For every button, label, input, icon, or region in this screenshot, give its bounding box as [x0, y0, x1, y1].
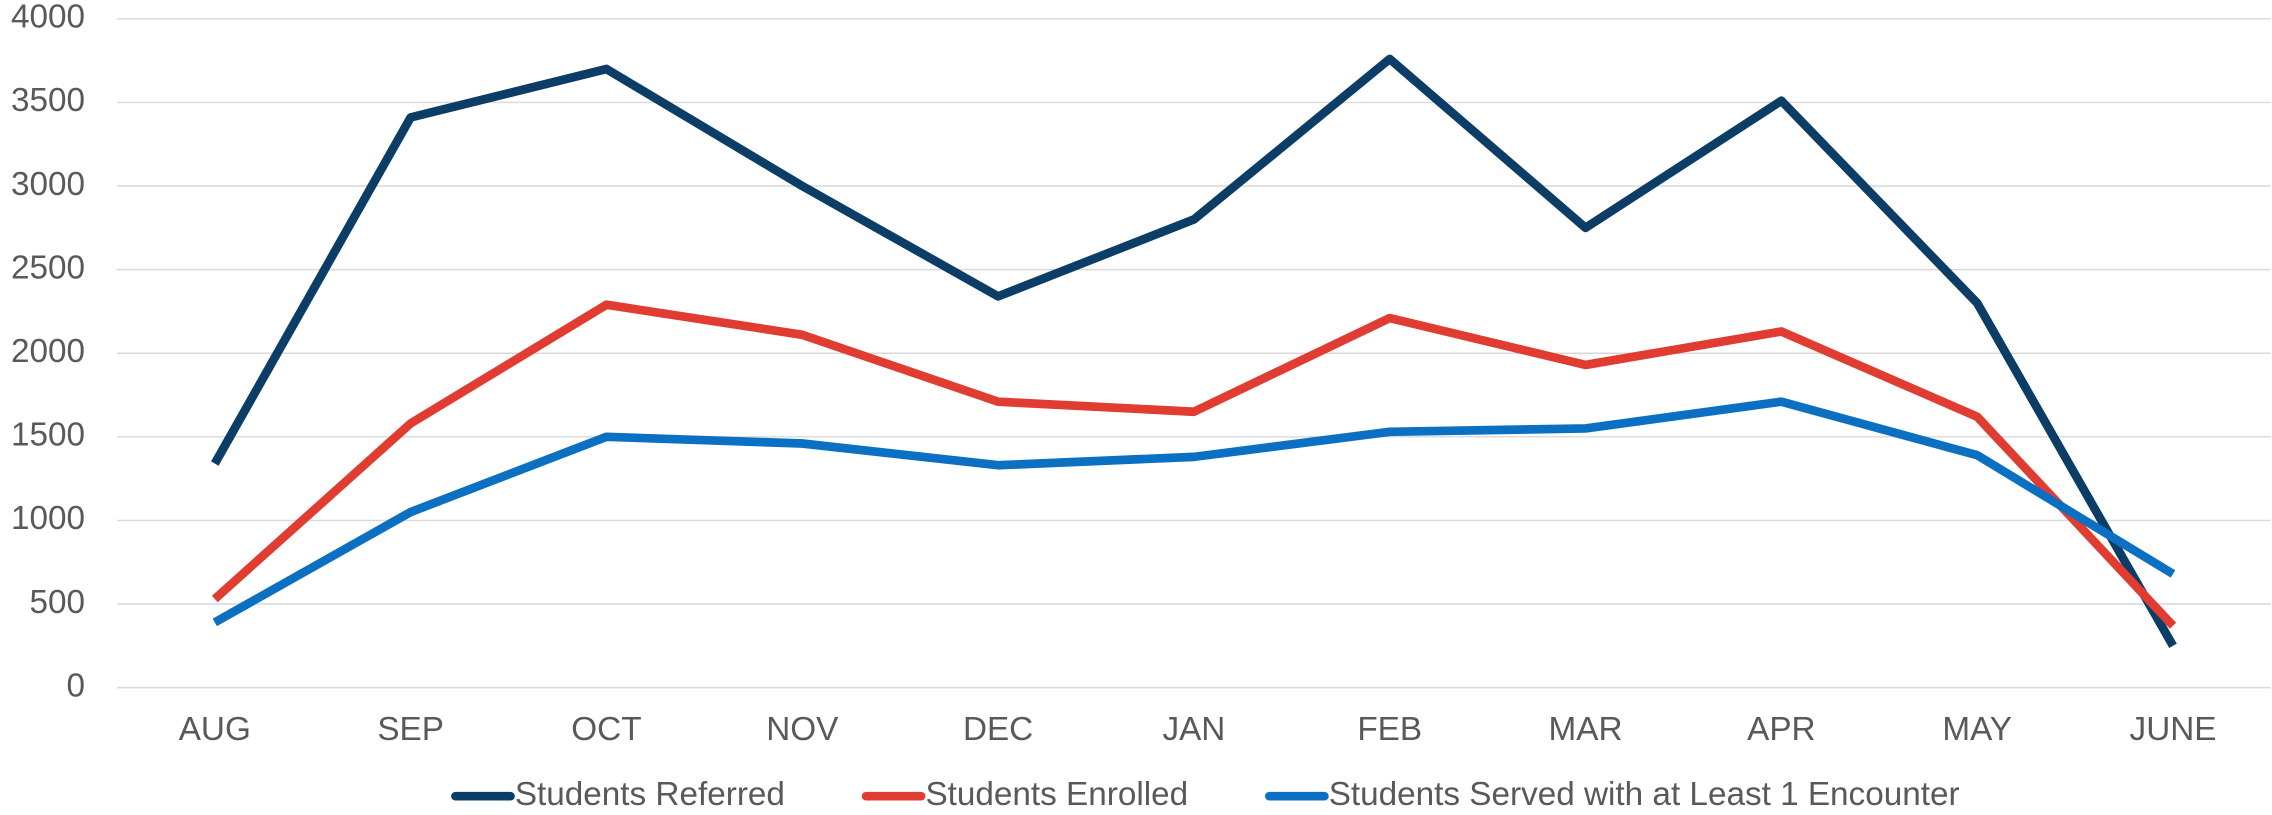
y-tick-label: 4000 [11, 0, 85, 36]
x-tick-label: FEB [1357, 711, 1422, 748]
x-tick-label: NOV [766, 711, 839, 748]
y-tick-label: 0 [67, 667, 86, 704]
x-tick-label: SEP [377, 711, 444, 748]
x-tick-label: MAY [1942, 711, 2012, 748]
y-tick-label: 1500 [11, 417, 85, 454]
y-tick-label: 3500 [11, 82, 85, 119]
series-line [211, 300, 2177, 629]
legend-label: Students Enrolled [925, 776, 1188, 813]
x-tick-label: MAR [1549, 711, 1623, 748]
x-tick-label: AUG [179, 711, 251, 748]
x-tick-label: OCT [571, 711, 641, 748]
series-line [211, 54, 2177, 648]
x-tick-label: APR [1747, 711, 1815, 748]
x-tick-label: JAN [1162, 711, 1225, 748]
x-tick-label: JUNE [2130, 711, 2217, 748]
series-line [212, 397, 2176, 627]
y-tick-label: 1000 [11, 500, 85, 537]
y-tick-label: 500 [30, 584, 86, 621]
x-tick-label: DEC [963, 711, 1033, 748]
y-tick-label: 3000 [11, 166, 85, 203]
y-tick-label: 2500 [11, 249, 85, 286]
legend-label: Students Served with at Least 1 Encounte… [1329, 776, 1960, 813]
legend-label: Students Referred [515, 776, 785, 813]
y-tick-label: 2000 [11, 333, 85, 370]
